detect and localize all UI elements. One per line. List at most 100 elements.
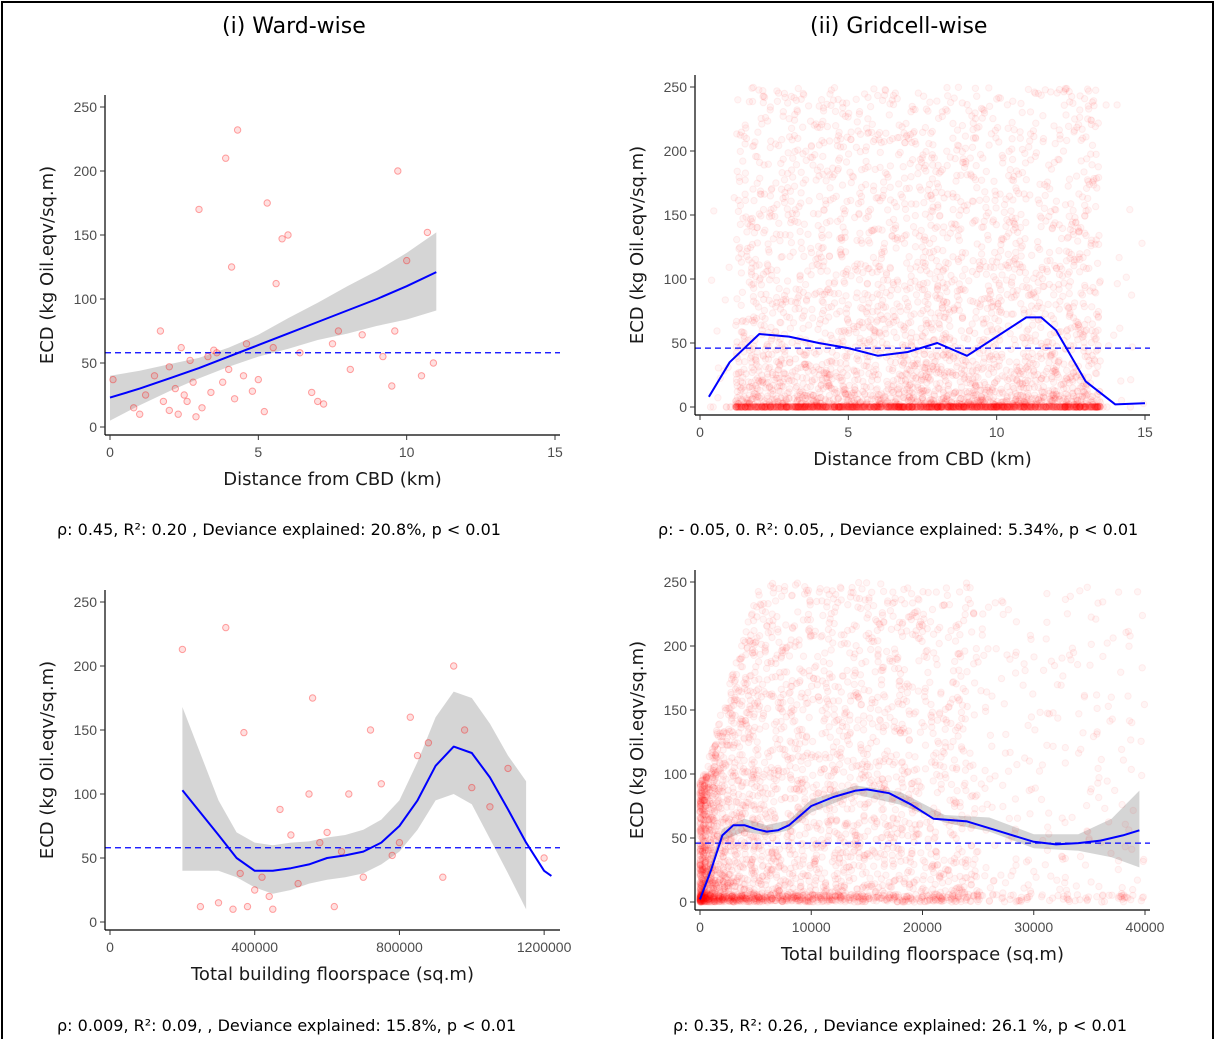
data-point	[995, 356, 1004, 365]
data-point	[765, 296, 773, 305]
data-point	[1010, 335, 1019, 344]
data-point	[894, 402, 902, 411]
data-point	[1008, 403, 1016, 411]
data-point	[748, 97, 757, 106]
data-point	[860, 90, 869, 98]
data-point	[777, 319, 785, 327]
y-tick-label: 50	[671, 335, 687, 351]
data-point	[836, 403, 845, 411]
data-point	[838, 236, 846, 244]
data-point	[740, 365, 748, 374]
data-point	[897, 190, 905, 199]
data-point	[968, 320, 976, 328]
data-point	[790, 182, 799, 190]
data-point	[755, 276, 764, 284]
data-point	[1040, 204, 1049, 213]
data-point	[885, 403, 894, 411]
data-point	[944, 403, 952, 411]
data-point	[820, 370, 829, 378]
data-point	[790, 378, 799, 386]
data-point	[388, 851, 396, 860]
data-point	[788, 591, 796, 599]
data-point	[976, 300, 984, 308]
data-point	[1031, 400, 1040, 409]
data-point	[1012, 403, 1021, 411]
data-point	[1080, 302, 1089, 311]
data-point	[1127, 291, 1136, 299]
data-point	[1046, 185, 1054, 193]
data-point	[910, 361, 918, 370]
data-point	[864, 128, 873, 137]
data-point	[899, 163, 907, 171]
data-point	[793, 396, 802, 404]
y-tick-label: 250	[74, 99, 98, 115]
data-point	[740, 393, 748, 401]
data-point	[1004, 264, 1013, 272]
data-point	[746, 243, 755, 252]
data-point	[287, 831, 295, 839]
data-point	[905, 389, 913, 397]
data-point	[1036, 245, 1044, 254]
data-point	[1075, 403, 1084, 411]
data-point	[825, 137, 834, 145]
data-point	[880, 186, 888, 194]
data-point	[263, 199, 271, 207]
data-point	[1092, 86, 1100, 94]
data-point	[748, 270, 756, 279]
data-point	[1023, 403, 1031, 411]
data-point	[872, 194, 880, 202]
data-point	[1064, 233, 1073, 241]
x-tick-label: 10	[399, 444, 415, 460]
data-point	[862, 403, 870, 411]
data-point	[996, 306, 1004, 314]
data-point	[874, 225, 883, 233]
data-point	[740, 358, 749, 366]
data-point	[893, 403, 902, 411]
data-point	[876, 400, 885, 408]
data-point	[779, 194, 787, 203]
data-point	[1076, 384, 1084, 392]
data-point	[758, 403, 767, 411]
data-point	[1036, 271, 1044, 279]
data-point	[1091, 122, 1099, 131]
data-point	[836, 359, 845, 367]
data-point	[987, 298, 995, 307]
data-point	[998, 403, 1007, 411]
data-point	[732, 403, 740, 411]
data-point	[909, 403, 917, 411]
data-point	[1016, 370, 1025, 378]
data-point	[800, 391, 808, 400]
y-tick-label: 250	[74, 594, 98, 610]
data-point	[236, 869, 244, 878]
data-point	[916, 281, 924, 289]
data-point	[941, 397, 949, 406]
data-point	[929, 362, 937, 370]
data-point	[1081, 403, 1089, 411]
data-point	[1085, 403, 1093, 411]
x-tick-label: 0	[696, 424, 704, 440]
data-point	[890, 403, 898, 411]
data-point	[165, 406, 174, 415]
data-point	[799, 324, 807, 333]
data-point	[799, 150, 807, 158]
data-point	[977, 780, 985, 788]
data-point	[860, 390, 869, 398]
data-point	[892, 403, 900, 411]
data-point	[751, 376, 760, 384]
data-point	[921, 399, 929, 407]
data-point	[878, 315, 886, 323]
data-point	[956, 402, 964, 410]
data-point	[974, 373, 982, 382]
data-point	[359, 873, 367, 881]
data-point	[1010, 293, 1018, 301]
data-point	[868, 227, 876, 235]
data-point	[1084, 206, 1092, 214]
data-point	[866, 338, 874, 346]
data-point	[920, 198, 928, 207]
data-point	[786, 359, 794, 367]
data-point	[1103, 777, 1111, 785]
data-point	[818, 403, 826, 411]
data-point	[740, 332, 748, 340]
data-point	[979, 315, 987, 323]
data-point	[792, 161, 801, 169]
